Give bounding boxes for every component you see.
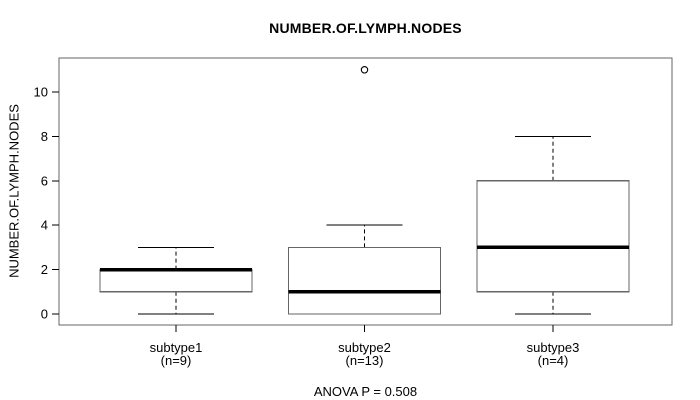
x-category-count-label: (n=9) (161, 353, 192, 368)
y-axis-tick-label: 6 (41, 173, 48, 188)
y-axis-tick-label: 2 (41, 262, 48, 277)
x-category-count-label: (n=4) (538, 353, 569, 368)
iqr-box (287, 246, 442, 315)
x-category-label: subtype2 (338, 340, 391, 355)
x-category-label: subtype1 (150, 340, 203, 355)
y-axis-tick-label: 10 (34, 85, 48, 100)
x-category-label: subtype3 (527, 340, 580, 355)
boxplot-group-subtype3: subtype3(n=4) (476, 135, 630, 368)
outlier-point (360, 66, 369, 74)
y-axis-tick-label: 4 (41, 218, 48, 233)
iqr-box (476, 180, 630, 293)
chart-title: NUMBER.OF.LYMPH.NODES (269, 20, 462, 36)
y-axis-tick-label: 0 (41, 307, 48, 322)
x-category-count-label: (n=13) (346, 353, 384, 368)
iqr-box (99, 269, 253, 293)
y-axis-tick-label: 8 (41, 129, 48, 144)
plot-frame (58, 57, 673, 326)
anova-annotation: ANOVA P = 0.508 (313, 384, 418, 399)
boxplot-group-subtype2: subtype2(n=13) (287, 66, 442, 368)
boxplot-group-subtype1: subtype1(n=9) (99, 246, 253, 368)
